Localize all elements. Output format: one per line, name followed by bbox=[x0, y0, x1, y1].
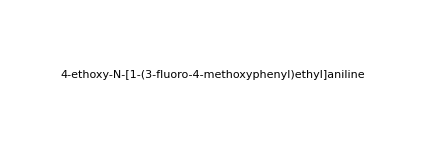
Text: 4-ethoxy-N-[1-(3-fluoro-4-methoxyphenyl)ethyl]aniline: 4-ethoxy-N-[1-(3-fluoro-4-methoxyphenyl)… bbox=[60, 70, 365, 80]
